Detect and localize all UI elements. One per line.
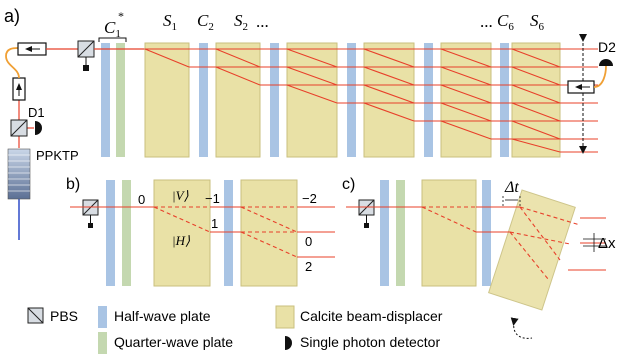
half-wave-plate-c2 [199, 43, 208, 157]
s2-dots: ... [256, 12, 269, 31]
c6-dots: ... [480, 12, 493, 31]
label-b-two: 2 [305, 259, 312, 274]
calcite-s1 [144, 42, 190, 158]
legend-calcite-swatch [275, 305, 295, 329]
quarter-wave-plate-c [396, 180, 405, 286]
pbs-input-icon [77, 40, 95, 58]
beams-panel-b [70, 206, 335, 258]
half-wave-plate-c3 [270, 43, 279, 157]
beam-dump-icon [83, 65, 89, 71]
coupler-arrow-horizontal-icon [25, 46, 32, 52]
fiber-loop [5, 47, 20, 79]
calcite-c-tilted [487, 189, 576, 311]
coupler-arrow-vertical-icon [16, 83, 22, 90]
beam-dump-c-icon [364, 223, 369, 228]
panel-a-label: a) [4, 6, 20, 26]
detector-d2-label: D2 [598, 39, 616, 55]
detector-d1-icon [35, 121, 42, 135]
c2-label: C2 [197, 11, 214, 33]
label-b-h-state: |H⟩ [172, 233, 190, 248]
calcite-s2 [215, 42, 261, 158]
legend: PBS Half-wave plate Quarter-wave plate C… [27, 305, 443, 354]
beam-dump-b-icon [88, 223, 93, 228]
panel-c: c) Δt [342, 176, 616, 339]
coupler-arrow-d2-icon [575, 84, 582, 90]
panel-b: b) 0 |V⟩ |H⟩ −1 1 [66, 176, 335, 287]
s1-label: S1 [163, 11, 177, 33]
calcite-b2 [240, 179, 298, 287]
rotation-arrow [510, 317, 533, 339]
label-b-minus2: −2 [302, 191, 317, 206]
beams-panel-c [346, 206, 606, 280]
half-wave-plate-b [106, 180, 115, 286]
half-wave-plate-c6 [500, 43, 509, 157]
half-wave-plate-b2 [224, 180, 233, 286]
legend-hwp-swatch [98, 306, 107, 328]
fiber-d2 [593, 65, 607, 88]
label-b-v-state: |V⟩ [172, 188, 189, 203]
c1-brace [98, 37, 127, 42]
detector-d1-label: D1 [28, 105, 45, 120]
legend-spd-icon [285, 336, 292, 350]
c6-label: C6 [497, 11, 514, 33]
label-b-zero-left: 0 [138, 192, 145, 207]
detector-d2-icon [599, 59, 613, 66]
label-b-minus1: −1 [205, 191, 220, 206]
half-wave-plate-c4 [347, 43, 356, 157]
quarter-wave-plate-b [122, 180, 131, 286]
legend-calcite-label: Calcite beam-displacer [300, 308, 443, 324]
legend-spd-label: Single photon detector [300, 334, 440, 350]
half-wave-plate-c5 [424, 43, 433, 157]
label-b-one: 1 [211, 216, 218, 231]
panel-b-label: b) [66, 176, 80, 193]
ppktp-label: PPKTP [36, 148, 79, 163]
s2-label: S2 [234, 11, 248, 33]
panel-a: a) PPKTP D1 [4, 6, 616, 240]
c1-superscript: * [118, 9, 124, 23]
legend-qwp-label: Quarter-wave plate [114, 334, 233, 350]
s6-label: S6 [530, 11, 545, 33]
calcite-c1 [421, 179, 477, 287]
half-wave-plate-c2b [482, 180, 491, 286]
delta-x-label: Δx [598, 235, 616, 252]
legend-qwp-swatch [98, 332, 107, 354]
panel-c-label: c) [342, 176, 355, 193]
legend-hwp-label: Half-wave plate [114, 308, 211, 324]
legend-pbs-icon [27, 307, 44, 324]
ppktp-stripes [8, 154, 30, 192]
half-wave-plate-c [380, 180, 389, 286]
quarter-wave-plate-c1 [116, 43, 125, 157]
legend-pbs-label: PBS [50, 308, 78, 324]
c1-label: C1 [104, 18, 121, 40]
calcite-b1 [153, 179, 211, 287]
half-wave-plate-c1 [101, 43, 110, 157]
pbs-source-icon [10, 119, 28, 137]
label-b-zero-right: 0 [305, 234, 312, 249]
delta-t-label: Δt [504, 179, 519, 196]
ppktp-crystal [7, 148, 31, 200]
